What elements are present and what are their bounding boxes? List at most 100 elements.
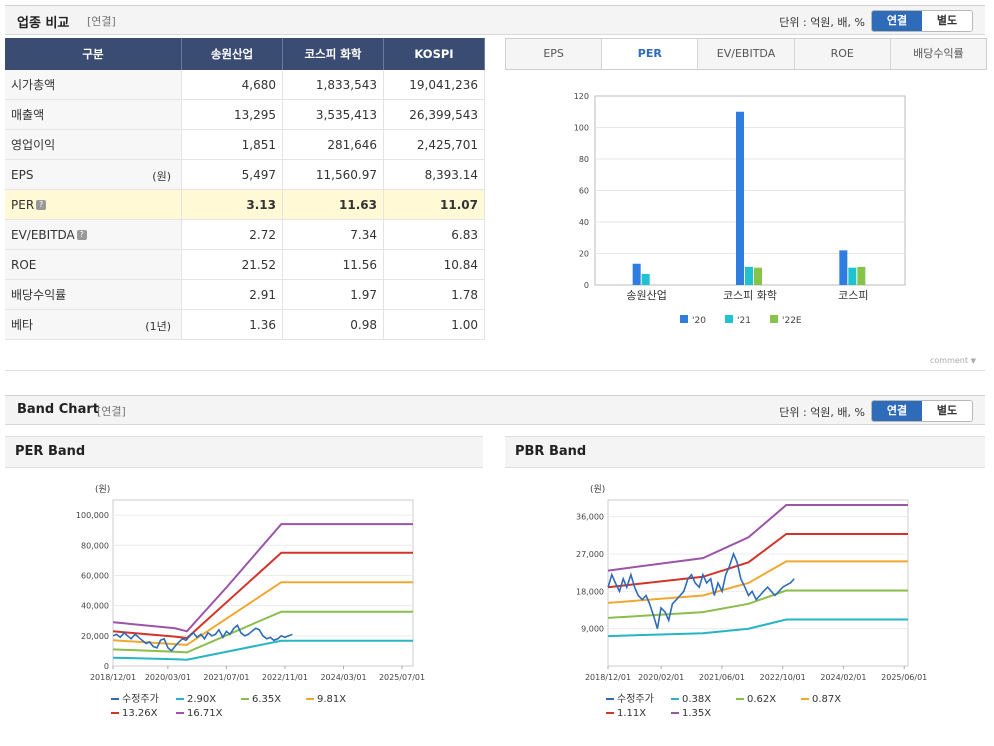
row-label: 베타 <box>11 318 34 332</box>
legend-label: 9.81X <box>317 694 346 705</box>
bar <box>839 250 848 285</box>
tab-dividend-yield[interactable]: 배당수익률 <box>913 47 964 60</box>
tab-ev-ebitda[interactable]: EV/EBITDA <box>698 39 795 69</box>
value-cell: 3,535,413 <box>282 99 384 130</box>
bar <box>754 267 762 285</box>
legend-label: 0.38X <box>682 694 711 705</box>
value-cell: 6.83 <box>383 219 486 250</box>
value-cell: 21.52 <box>181 249 283 280</box>
x-tick-label: 2020/03/01 <box>145 673 191 682</box>
y-tick-label: 60,000 <box>81 571 109 580</box>
legend-label: 0.87X <box>812 694 841 705</box>
legend-label: 수정주가 <box>122 693 159 705</box>
value-cell: 1.00 <box>383 309 486 340</box>
tab-per[interactable]: PER <box>602 39 699 69</box>
price-line <box>607 551 795 629</box>
band-line <box>113 581 413 646</box>
chevron-down-icon: ▼ <box>970 357 976 365</box>
bar <box>641 273 650 285</box>
x-tick-label: 2021/06/01 <box>699 673 745 682</box>
table-row: 베타 (1년) 1.36 0.98 1.00 <box>5 309 486 340</box>
y-tick-label: 9,000 <box>581 625 604 634</box>
industry-compare-header: 업종 비교 [연결] 단위 : 억원, 배, % 연결 별도 <box>5 5 985 35</box>
row-unit-note: (원) <box>152 170 171 183</box>
row-label: ROE <box>11 257 37 272</box>
help-icon[interactable]: ? <box>36 200 47 210</box>
divider <box>5 370 985 371</box>
x-tick-label: 코스피 <box>838 289 868 302</box>
row-label-cell: ROE <box>5 249 182 280</box>
x-tick-label: 2025/06/01 <box>881 673 927 682</box>
row-label: 시가총액 <box>11 78 56 92</box>
band-line <box>608 589 908 619</box>
per-band-title: PER Band <box>15 444 86 459</box>
y-tick-label: 20,000 <box>81 632 109 641</box>
row-label-cell: 매출액 <box>5 99 182 130</box>
legend-label: 6.35X <box>252 694 281 705</box>
value-cell: 0.98 <box>282 309 384 340</box>
row-label: EV/EBITDA <box>11 227 75 242</box>
consolidated-toggle[interactable]: 연결 별도 <box>871 10 973 32</box>
per-band-title-bar: PER Band <box>5 436 483 468</box>
x-tick-label: 2018/12/01 <box>90 673 136 682</box>
per-band-chart: (원) 0 20,000 40,000 60,000 80,000 100,000 2018/… <box>76 484 425 719</box>
comment-toggle[interactable]: comment ▼ <box>930 356 976 365</box>
separate-button[interactable]: 별도 <box>922 401 972 421</box>
column-header: 코스피 화학 <box>282 38 384 70</box>
tab-eps[interactable]: EPS <box>506 39 603 69</box>
consolidated-button[interactable]: 연결 <box>872 11 922 31</box>
separate-button[interactable]: 별도 <box>922 11 972 31</box>
help-icon[interactable]: ? <box>76 230 87 240</box>
value-cell: 7.34 <box>282 219 384 250</box>
row-label-cell: 배당수익률 <box>5 279 182 310</box>
column-header: KOSPI <box>383 38 486 70</box>
value-cell: 1,833,543 <box>282 70 384 100</box>
row-label: 매출액 <box>11 108 45 122</box>
y-tick-label: 100 <box>574 124 589 133</box>
y-tick-label: 36,000 <box>576 513 604 522</box>
legend-label: 13.26X <box>122 708 158 719</box>
legend-label: 2.90X <box>187 694 216 705</box>
legend-label: 16.71X <box>187 708 223 719</box>
plot-area <box>607 499 909 667</box>
per-bar-chart: 0 20 40 60 80 100 120 송원산업 코스피 화학 코스피 '20 '21 '22E <box>574 92 906 326</box>
y-tick-label: 18,000 <box>576 587 604 596</box>
y-tick-label: 100,000 <box>76 511 109 520</box>
y-axis-label: (원) <box>95 484 110 495</box>
y-tick-label: 27,000 <box>576 550 604 559</box>
pbr-band-title-bar: PBR Band <box>505 436 985 468</box>
row-label-cell: 영업이익 <box>5 129 182 160</box>
legend-label: 1.11X <box>617 708 646 719</box>
row-label-cell: EV/EBITDA? <box>5 219 182 250</box>
band-line <box>608 560 908 604</box>
value-cell: 11.07 <box>383 189 486 220</box>
bar <box>848 267 857 285</box>
legend-label: '20 <box>692 316 706 326</box>
value-cell: 1.78 <box>383 279 486 310</box>
y-tick-label: 60 <box>579 187 589 196</box>
x-tick-label: 2018/12/01 <box>585 673 631 682</box>
value-cell: 4,680 <box>181 70 283 100</box>
row-label-cell: 시가총액 <box>5 70 182 100</box>
value-cell: 1.36 <box>181 309 283 340</box>
bar <box>632 263 641 285</box>
row-unit-note: (1년) <box>145 320 171 333</box>
tab-roe[interactable]: ROE <box>795 39 891 69</box>
legend-swatch <box>725 315 733 323</box>
pbr-band-chart: (원) 9,000 18,000 27,000 36,000 2018/12/01 2020… <box>576 484 927 719</box>
legend-label: 0.62X <box>747 694 776 705</box>
bar <box>745 266 753 285</box>
band-line <box>607 504 908 572</box>
pbr-band-title: PBR Band <box>515 444 587 459</box>
table-row: EPS (원) 5,497 11,560.97 8,393.14 <box>5 159 486 190</box>
x-tick-label: 2024/02/01 <box>820 673 866 682</box>
band-line <box>113 523 413 633</box>
value-cell: 1,851 <box>181 129 283 160</box>
value-cell: 11,560.97 <box>282 159 384 190</box>
legend-label: 수정주가 <box>617 693 654 705</box>
y-tick-label: 80 <box>579 155 589 164</box>
value-cell: 1.97 <box>282 279 384 310</box>
consolidated-button[interactable]: 연결 <box>872 401 922 421</box>
value-cell: 2.72 <box>181 219 283 250</box>
consolidated-toggle[interactable]: 연결 별도 <box>871 400 973 422</box>
